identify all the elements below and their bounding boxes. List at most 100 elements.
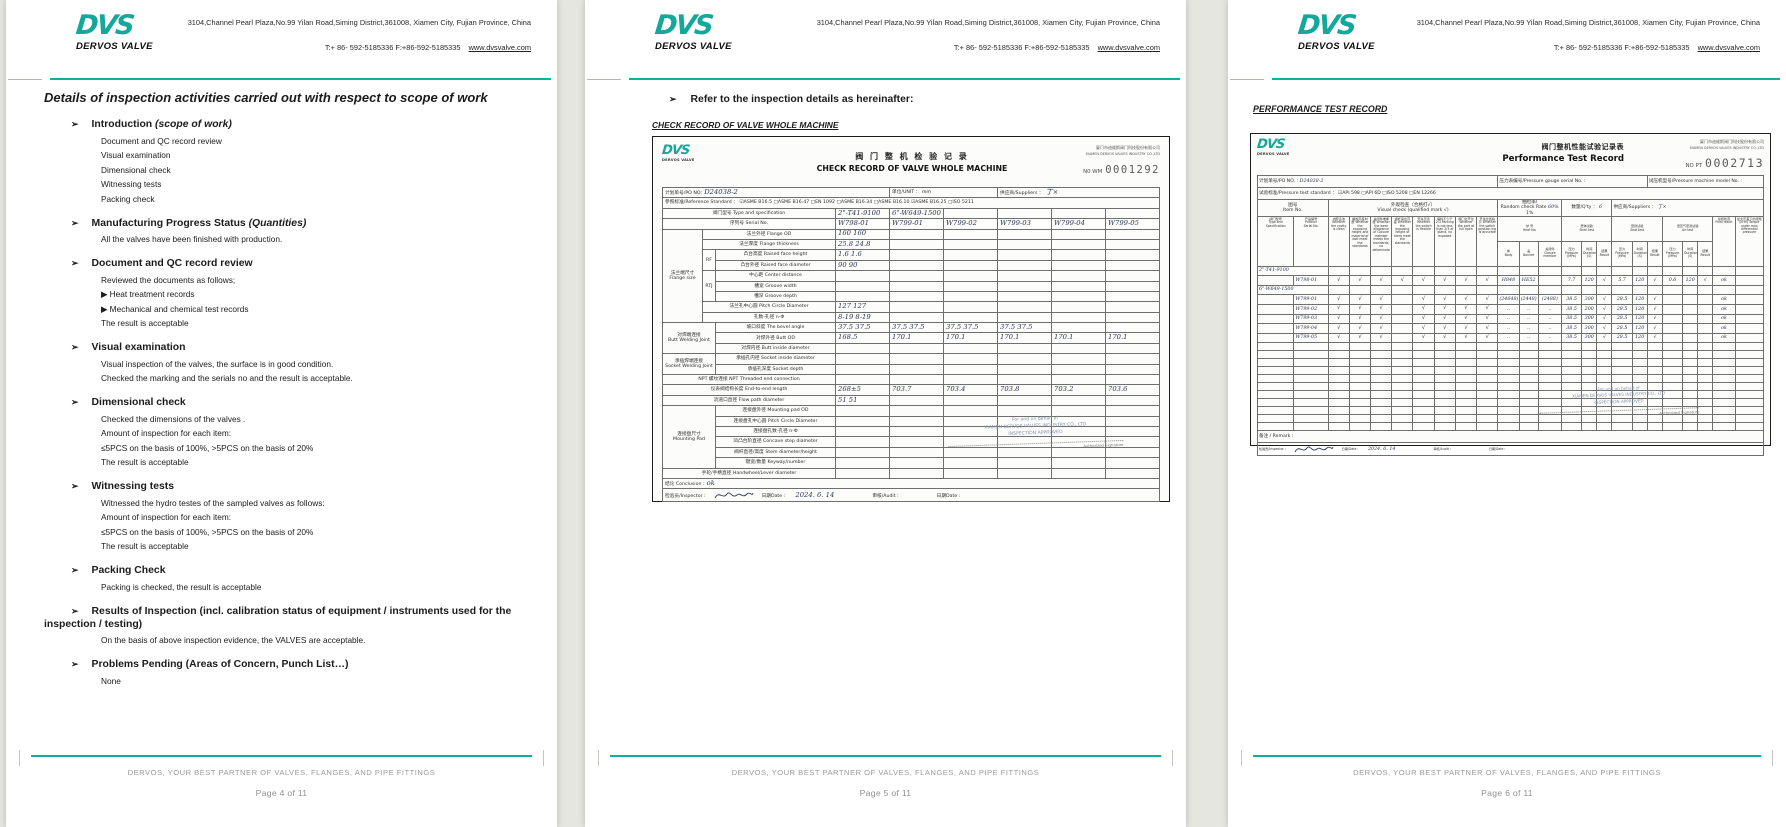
dimension-value [1051, 311, 1107, 324]
empty-cell [1537, 422, 1562, 432]
website-link[interactable]: www.dvsvalve.com [468, 43, 531, 52]
bullet-arrow-icon: ➢ [71, 397, 79, 407]
dimension-value [889, 446, 945, 459]
handwritten-value: W799-01 [892, 219, 923, 228]
table-row: RF 凸台高度 Raised face height 1.6 1.6 [663, 249, 1161, 272]
record-number-value: 0002713 [1705, 156, 1764, 170]
empty-cell [1560, 366, 1583, 376]
serial-cell: W799-01 [1293, 294, 1329, 305]
dimension-value [1105, 238, 1161, 251]
serial-cell: W799-05 [1293, 332, 1329, 344]
check-mark: √ [1421, 315, 1426, 321]
empty-cell [1433, 398, 1456, 408]
section-title-suffix: (Quantities) [245, 217, 307, 229]
empty-cell [1518, 342, 1539, 352]
handwritten-value: 0.6 [1668, 277, 1677, 283]
inspection-section: ➢ Manufacturing Progress Status (Quantiti… [44, 217, 521, 245]
dimension-value [834, 342, 891, 355]
section-line: Checked the marking and the serials no a… [101, 373, 353, 383]
dimension-row-label: 连接盘孔中心圆 Pitch Circle Diameter [715, 415, 836, 428]
empty-cell [1646, 358, 1663, 368]
check-cell: √ [1370, 275, 1393, 286]
bullet-arrow-icon: ➢ [71, 659, 79, 669]
empty-cell [1293, 414, 1329, 424]
empty-cell [1476, 265, 1499, 277]
table-row: 承插孔深度 Socket depth [663, 363, 1161, 376]
empty-cell [1497, 390, 1520, 400]
page-header: DVS DERVOS VALVE 3104,Channel Pearl Plaz… [653, 10, 1160, 70]
type-spec-value [1105, 207, 1161, 220]
table-row: 结论 Conclusion : ok [661, 477, 1161, 490]
empty-cell [1697, 414, 1714, 424]
supplier-cell: 供应商/Suppliers ： 丁× [1611, 199, 1764, 217]
scan-title-en: Performance Test Record [1502, 154, 1624, 164]
check-mark: √ [1358, 276, 1362, 283]
empty-cell [1631, 366, 1648, 376]
empty-cell [1433, 382, 1456, 392]
handwritten-value: .. [1548, 316, 1552, 322]
dimension-value [943, 405, 999, 417]
dimension-value [1051, 353, 1107, 365]
handwritten-value: √ [1602, 297, 1606, 303]
handwritten-value: W798-01 [838, 219, 869, 228]
handwritten-value: 38.5 [1566, 306, 1577, 312]
inspector-signature [714, 492, 754, 499]
section-line: Amount of inspection for each item: [101, 428, 232, 438]
visual-check-column-header: 填料不少于2/3 Packing is not less than 2/3 of… [1433, 215, 1456, 267]
empty-cell [1734, 390, 1765, 400]
empty-cell [1631, 284, 1648, 296]
dimension-subgroup-label: RF [702, 249, 716, 272]
empty-cell [1412, 398, 1435, 408]
website-link[interactable]: www.dvsvalve.com [1697, 43, 1760, 52]
test-sub-header: 结果 Result [1596, 240, 1613, 267]
check-cell [1391, 304, 1414, 315]
check-mark: √ [1421, 276, 1426, 283]
dimension-value [889, 467, 945, 479]
empty-cell [1661, 414, 1684, 424]
handwritten-value: 2024. 6. 14 [793, 490, 835, 499]
dimension-value [889, 425, 945, 438]
phone-numbers: T:+ 86- 592-5185336 F:+86-592-5185335 [953, 43, 1090, 52]
table-row: 参照标准/Reference Standard ： ☑ASME B16.5 □A… [661, 197, 1161, 209]
dimension-value [943, 311, 999, 324]
section-line: Packing check [101, 193, 155, 204]
seat-test-cell: 120 [1631, 304, 1648, 315]
check-cell: √ [1433, 294, 1456, 305]
handwritten-value: H848 [1501, 277, 1516, 283]
handwritten-value: D24038-2 [702, 187, 738, 196]
dimension-value [943, 363, 999, 376]
empty-cell [1581, 342, 1598, 352]
po-label: 计划单号/PO NO: [665, 190, 703, 196]
dimension-value [1051, 394, 1107, 407]
empty-cell [1256, 414, 1295, 424]
handwritten-value: 300 [1584, 335, 1594, 341]
handwritten-value: √ [1653, 297, 1657, 303]
section-title-text: Results of Inspection (incl. calibration… [44, 605, 512, 630]
dervos-logo: DVS DERVOS VALVE [653, 10, 1160, 52]
inspector-signature [1294, 446, 1334, 453]
empty-cell [1661, 366, 1684, 376]
handwritten-value: 703.8 [1000, 385, 1020, 394]
bullet-arrow-icon: ➢ [669, 94, 677, 104]
empty-cell [1256, 398, 1295, 408]
header-contact: 3104,Channel Pearl Plaza,No.99 Yilan Roa… [1417, 18, 1760, 52]
empty-cell [1697, 342, 1714, 352]
empty-cell [1348, 374, 1372, 384]
po-number-cell: 计划单号/PO NO: D24038-2 [661, 186, 891, 199]
inspector-label: 检验员/Inspector : [1259, 447, 1286, 452]
dimension-value [889, 228, 945, 240]
test-sub-header: 时间 Duration (S) [1631, 240, 1648, 267]
handwritten-value: 6 [1597, 205, 1603, 211]
dimension-subgroup-label: RTJ [702, 270, 716, 303]
empty-cell [1518, 398, 1539, 408]
check-cell: √ [1370, 323, 1393, 334]
website-link[interactable]: www.dvsvalve.com [1097, 43, 1160, 52]
empty-cell [1596, 366, 1613, 376]
empty-cell [1348, 398, 1372, 408]
empty-cell [1348, 382, 1372, 392]
dimension-row-label: 坡口斜度 The bevel angle [715, 322, 836, 334]
empty-cell [1734, 284, 1765, 296]
handwritten-value: ok [1721, 316, 1727, 322]
empty-cell [1348, 406, 1372, 416]
signature-glyph [1294, 446, 1334, 453]
